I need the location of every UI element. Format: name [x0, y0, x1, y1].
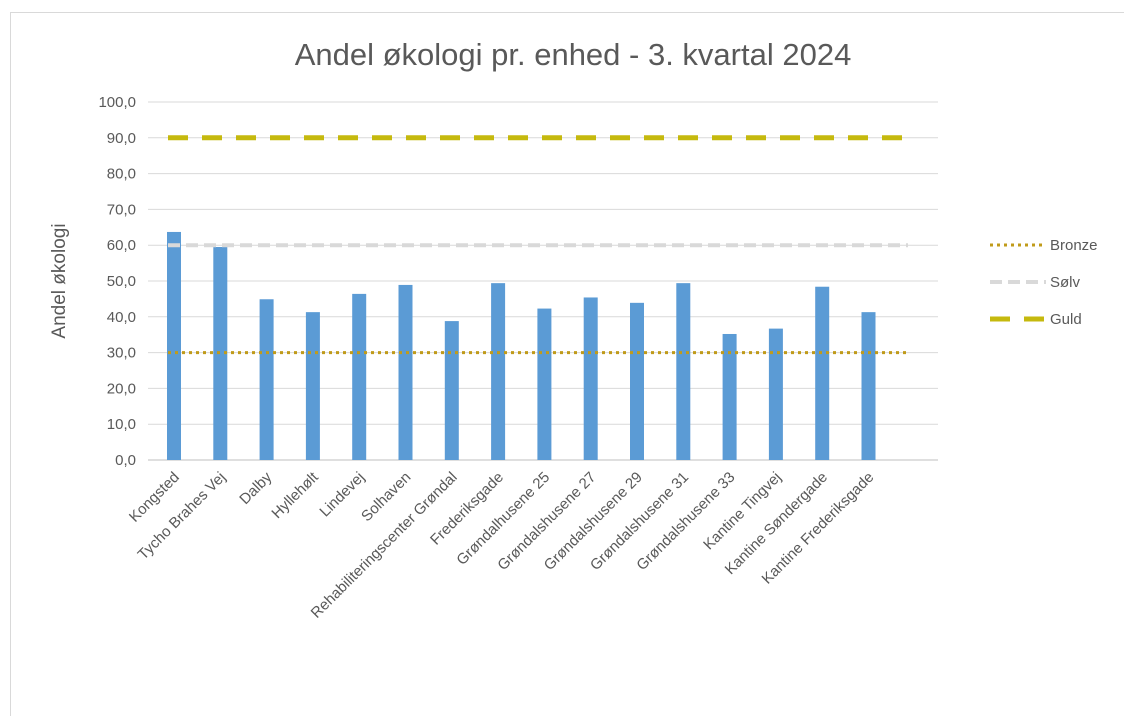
y-tick-label: 70,0 [107, 201, 136, 218]
bar [213, 246, 228, 460]
y-tick-label: 40,0 [107, 309, 136, 326]
bar [167, 231, 181, 460]
y-tick-label: 30,0 [107, 345, 136, 362]
y-tick-label: 10,0 [107, 416, 136, 433]
bar [630, 302, 644, 460]
legend-label: Guld [1050, 311, 1082, 328]
category-label: Dalby [236, 468, 275, 507]
bar [676, 283, 691, 460]
y-tick-label: 90,0 [107, 130, 136, 147]
reference-lines [168, 135, 908, 355]
bars [167, 231, 876, 460]
y-tick-label: 60,0 [107, 237, 136, 254]
y-tick-label: 80,0 [107, 166, 136, 183]
legend-label: Bronze [1050, 237, 1098, 254]
bar [583, 297, 598, 460]
y-axis-label: Andel økologi [49, 223, 70, 338]
bar [768, 328, 783, 460]
bar [398, 284, 413, 460]
chart-title: Andel økologi pr. enhed - 3. kvartal 202… [295, 37, 852, 72]
legend: Bronze Sølv Guld [990, 237, 1098, 328]
y-tick-label: 100,0 [98, 94, 136, 111]
bar [305, 312, 320, 460]
bar [259, 299, 274, 460]
bar [861, 312, 876, 460]
y-tick-label: 0,0 [115, 452, 136, 469]
category-label: Tycho Brahes Vej [135, 469, 230, 564]
bar [537, 308, 552, 460]
y-tick-labels: 0,0 10,0 20,0 30,0 40,0 50,0 60,0 70,0 80,0 90,0 1… [98, 94, 136, 469]
legend-label: Sølv [1050, 274, 1081, 291]
bar [722, 333, 737, 460]
bar [491, 283, 506, 460]
y-tick-label: 20,0 [107, 380, 136, 397]
bar [444, 321, 459, 460]
y-tick-label: 50,0 [107, 273, 136, 290]
category-label: Hyllehølt [268, 468, 322, 522]
chart-frame [10, 12, 1124, 716]
bar [352, 293, 367, 460]
bar [815, 286, 830, 460]
